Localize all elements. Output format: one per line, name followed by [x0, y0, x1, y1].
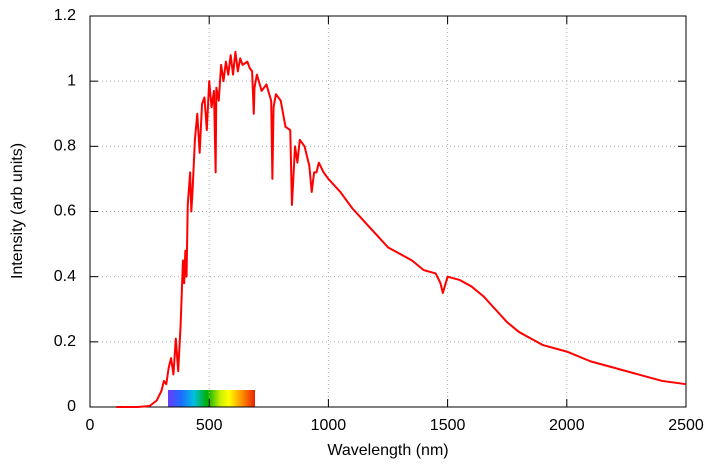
x-tick-label: 2000 — [549, 417, 585, 434]
x-tick-label: 1000 — [311, 417, 347, 434]
y-tick-label: 0.8 — [54, 138, 76, 155]
x-tick-label: 0 — [86, 417, 95, 434]
y-axis-label: Intensity (arb units) — [9, 143, 26, 279]
visible-spectrum-band — [168, 390, 255, 407]
plot-frame — [89, 15, 687, 408]
y-tick-label: 0.4 — [54, 268, 76, 285]
y-tick-label: 0.6 — [54, 203, 76, 220]
y-tick-label: 0 — [67, 398, 76, 415]
x-axis-label: Wavelength (nm) — [327, 442, 448, 459]
x-tick-label: 1500 — [430, 417, 466, 434]
x-tick-label: 500 — [196, 417, 223, 434]
y-tick-label: 0.2 — [54, 333, 76, 350]
y-tick-label: 1 — [67, 72, 76, 89]
x-tick-label: 2500 — [668, 417, 704, 434]
data-line — [116, 50, 687, 408]
y-tick-label: 1.2 — [54, 7, 76, 24]
